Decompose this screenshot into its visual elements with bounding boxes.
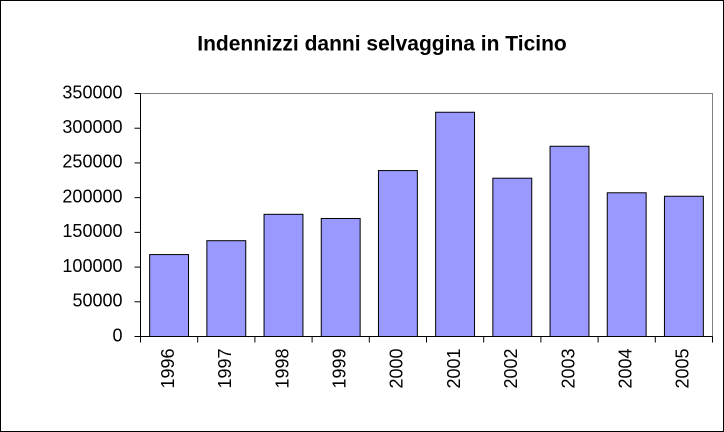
- bar: [492, 177, 533, 337]
- bar: [435, 111, 476, 337]
- x-tick-label: 1996: [158, 349, 178, 389]
- x-tick-label: 2002: [501, 349, 521, 389]
- y-tick-label: 200000: [62, 186, 122, 206]
- bar: [663, 195, 704, 337]
- y-tick-label: 350000: [62, 82, 122, 102]
- bar: [377, 170, 418, 337]
- bar: [149, 254, 190, 337]
- bar: [549, 145, 590, 337]
- x-tick-label: 2001: [444, 349, 464, 389]
- y-tick-label: 0: [112, 325, 122, 345]
- x-tick-label: 2003: [558, 349, 578, 389]
- x-tick-label: 1999: [329, 349, 349, 389]
- y-tick-label: 300000: [62, 117, 122, 137]
- x-tick-label: 2004: [615, 349, 635, 389]
- x-tick-label: 2005: [673, 349, 693, 389]
- bar: [263, 213, 304, 337]
- y-tick-label: 50000: [72, 291, 122, 311]
- bar: [606, 192, 647, 337]
- bar: [206, 240, 247, 337]
- chart-title: Indennizzi danni selvaggina in Ticino: [197, 33, 567, 56]
- x-tick-label: 1998: [272, 349, 292, 389]
- bar: [320, 217, 361, 338]
- x-tick-label: 1997: [215, 349, 235, 389]
- y-tick-label: 100000: [62, 256, 122, 276]
- y-tick-label: 150000: [62, 221, 122, 241]
- x-tick-label: 2000: [387, 349, 407, 389]
- y-tick-label: 250000: [62, 152, 122, 172]
